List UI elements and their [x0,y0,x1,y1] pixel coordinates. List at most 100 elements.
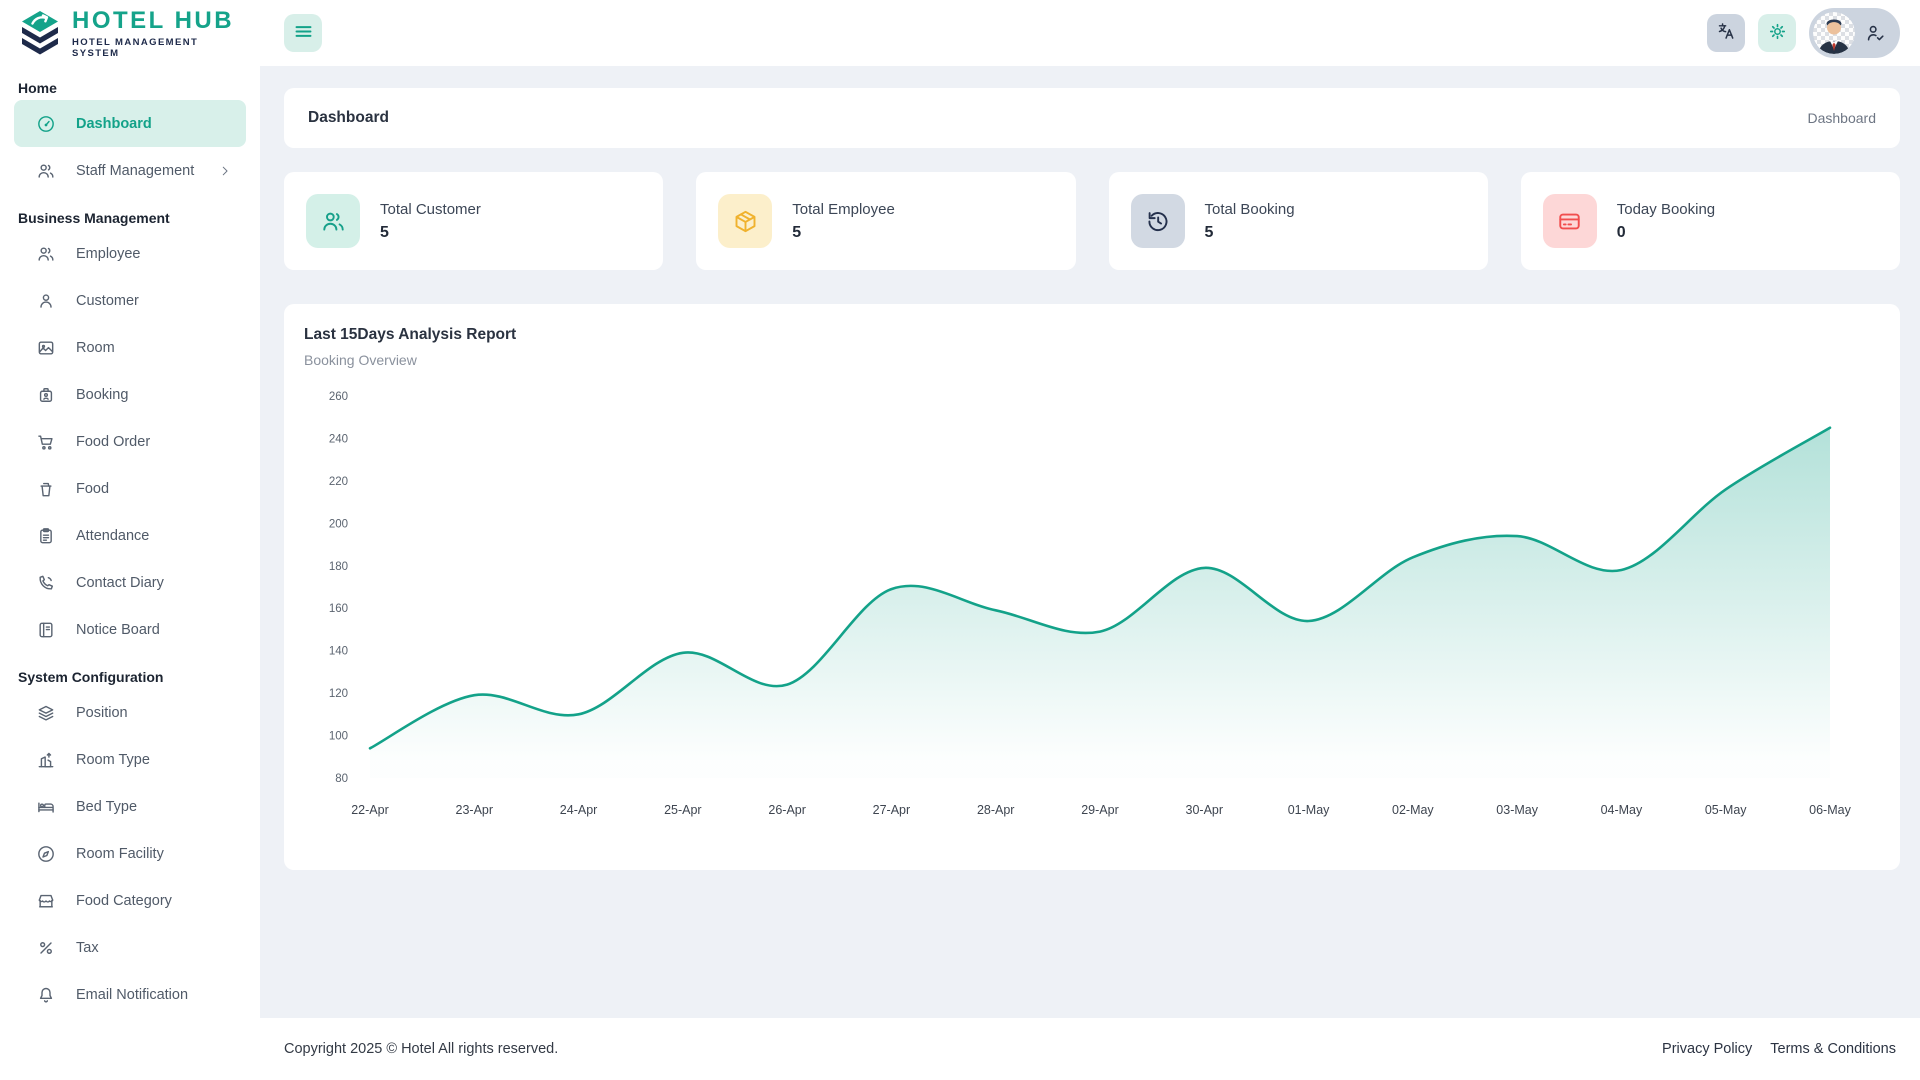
sidebar-item-label: Position [76,704,128,721]
x-axis-tick: 22-Apr [351,803,389,817]
avatar [1813,12,1855,54]
gear-icon [1767,21,1788,45]
sidebar-item-label: Room Facility [76,845,164,862]
stat-card-total-employee: Total Employee 5 [696,172,1076,270]
main-area: Dashboard Dashboard Total Customer 5 Total… [260,0,1920,1080]
stat-value: 0 [1616,223,1626,241]
settings-button[interactable] [1758,14,1796,52]
y-axis-tick: 80 [335,773,348,785]
sidebar-section-business-management: Business Management [18,210,170,226]
image-icon [36,338,56,358]
sidebar-item-attendance[interactable]: Attendance [14,512,246,559]
stat-title: Total Booking [1204,200,1295,218]
chart-area: 80 100 120 140 160 180 200 220 240 260 22-Apr 23-Ap… [304,368,1880,833]
breadcrumb[interactable]: Dashboard [1807,110,1877,126]
x-axis-tick: 04-May [1601,803,1643,817]
stat-card-total-booking: Total Booking 5 [1108,172,1488,270]
compass-icon [36,844,56,864]
privacy-policy-link[interactable]: Privacy Policy [1662,1041,1753,1057]
stat-card-total-customer: Total Customer 5 [284,172,664,270]
brand-logo[interactable]: HOTEL HUB HOTEL MANAGEMENT SYSTEM [0,0,260,66]
sidebar-item-position[interactable]: Position [14,689,246,736]
sidebar-item-label: Dashboard [76,115,152,132]
translate-icon [1716,21,1737,45]
stat-value: 5 [792,223,802,241]
x-axis-tick: 26-Apr [768,803,806,817]
series-line [368,426,1832,750]
sidebar-item-label: Food Order [76,433,151,450]
x-axis-tick: 24-Apr [560,803,598,817]
y-axis-tick: 140 [329,646,348,658]
sidebar-item-label: Employee [76,245,141,262]
package-icon [718,194,773,248]
brand-name: HOTEL HUB [72,7,235,34]
users-icon [306,194,360,248]
terms-conditions-link[interactable]: Terms & Conditions [1770,1041,1896,1057]
hamburger-icon [293,21,314,45]
page-header-bar: Dashboard Dashboard [284,88,1900,148]
user-check-icon [1864,22,1886,44]
x-axis-tick: 03-May [1496,803,1538,817]
stat-card-today-booking: Today Booking 0 [1520,172,1900,270]
sidebar-item-label: Food [76,480,110,497]
clipboard-icon [36,526,56,546]
sidebar-item-email-notification[interactable]: Email Notification [14,971,246,1018]
sidebar-section-home: Home [18,80,57,96]
sidebar-item-room-facility[interactable]: Room Facility [14,830,246,877]
sidebar-item-notice-board[interactable]: Notice Board [14,606,246,653]
sidebar-item-food[interactable]: Food [14,465,246,512]
credit-card-icon [1542,194,1597,248]
sidebar-item-food-category[interactable]: Food Category [14,877,246,924]
y-axis-tick: 180 [329,561,348,573]
booking-overview-chart[interactable]: 80 100 120 140 160 180 200 220 240 260 22-Apr 23-Ap… [310,378,1880,828]
x-axis-tick: 29-Apr [1081,803,1119,817]
translate-button[interactable] [1707,14,1745,52]
x-axis-tick: 27-Apr [873,803,911,817]
brand-text: HOTEL HUB HOTEL MANAGEMENT SYSTEM [72,7,248,60]
sidebar-item-room[interactable]: Room [14,324,246,371]
sidebar-item-tax[interactable]: Tax [14,924,246,971]
y-axis-tick: 260 [329,391,348,403]
sidebar-item-customer[interactable]: Customer [14,277,246,324]
sidebar-item-contact-diary[interactable]: Contact Diary [14,559,246,606]
layers-icon [36,703,56,723]
sidebar-item-label: Tax [76,939,99,956]
x-axis-tick: 30-Apr [1186,803,1224,817]
menu-toggle-button[interactable] [284,14,322,52]
area-fill [370,427,1830,778]
sidebar-item-label: Food Category [76,892,172,909]
x-axis-tick: 05-May [1705,803,1747,817]
phone-icon [36,573,56,593]
user-menu-button[interactable] [1809,8,1900,58]
sidebar-item-booking[interactable]: Booking [14,371,246,418]
topbar [260,0,1920,66]
sidebar-nav: Home Dashboard Staff Management Business Ma… [0,66,260,1018]
dashboard-icon [36,114,56,134]
sidebar-item-room-type[interactable]: Room Type [14,736,246,783]
history-icon [1130,194,1185,248]
stats-row: Total Customer 5 Total Employee 5 Total Book… [284,172,1900,270]
x-axis-tick: 06-May [1809,803,1851,817]
sidebar-item-label: Customer [76,292,139,309]
sidebar-item-staff-management[interactable]: Staff Management [14,147,246,194]
sidebar-item-bed-type[interactable]: Bed Type [14,783,246,830]
sidebar-item-employee[interactable]: Employee [14,230,246,277]
notebook-icon [36,620,56,640]
percent-icon [36,938,56,958]
sidebar-item-dashboard[interactable]: Dashboard [14,100,246,147]
bed-icon [36,797,56,817]
sidebar-item-food-order[interactable]: Food Order [14,418,246,465]
stat-title: Total Employee [792,200,895,218]
users-icon [36,244,56,264]
page-title: Dashboard [308,109,389,126]
store-icon [36,891,56,911]
stat-title: Total Customer [380,200,481,218]
sidebar-item-label: Room [76,339,115,356]
footer-links: Privacy Policy Terms & Conditions [1662,1041,1896,1057]
stat-value: 5 [1204,223,1214,241]
stat-value: 5 [380,223,389,241]
building-icon [36,750,56,770]
y-axis-tick: 240 [329,433,348,445]
hotel-hub-logo-icon [22,11,58,55]
brand-tagline: HOTEL MANAGEMENT SYSTEM [72,37,199,59]
